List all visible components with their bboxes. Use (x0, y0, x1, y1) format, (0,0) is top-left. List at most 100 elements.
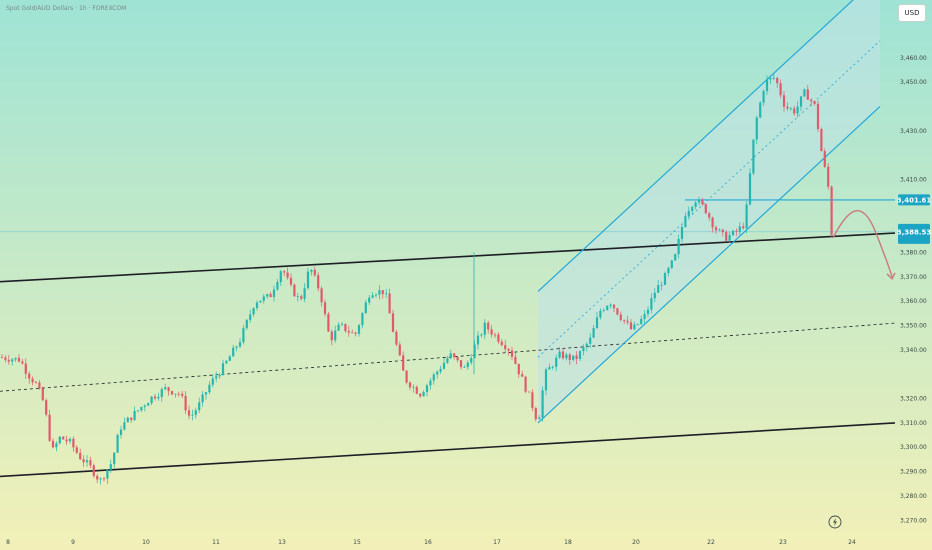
candle-139 (473, 340, 476, 359)
candle-6 (21, 358, 24, 365)
y-axis-tick-label: 3,350.00 (900, 323, 927, 330)
candle-131 (446, 355, 449, 365)
candle-191 (650, 293, 653, 314)
candle-183 (623, 319, 626, 325)
currency-button[interactable]: USD (898, 4, 926, 22)
candle-43 (147, 402, 150, 406)
candle-179 (609, 303, 612, 309)
x-axis-tick-label: 8 (6, 539, 10, 546)
candle-209 (711, 216, 714, 233)
x-axis-tick-label: 24 (848, 539, 856, 546)
channel-fill (538, 0, 880, 423)
candle-51 (174, 393, 177, 398)
candle-154 (524, 375, 527, 394)
candle-60 (204, 391, 208, 400)
trend-line-lower[interactable] (0, 422, 896, 478)
candle-155 (527, 391, 531, 393)
candle-223 (759, 101, 762, 119)
candle-45 (153, 394, 157, 401)
candle-243 (827, 163, 830, 190)
candle-178 (606, 305, 609, 311)
candle-219 (745, 200, 748, 234)
candle-83 (283, 270, 286, 276)
candle-211 (718, 228, 721, 232)
channel-upper-line[interactable] (537, 0, 880, 292)
candle-81 (276, 279, 279, 292)
candle-233 (793, 105, 796, 116)
candle-159 (541, 386, 544, 422)
candle-229 (779, 79, 782, 99)
candle-215 (731, 229, 735, 237)
y-axis-tick-label: 3,300.00 (900, 444, 927, 451)
candle-224 (762, 89, 765, 107)
candle-12 (41, 386, 44, 401)
candle-118 (402, 351, 405, 371)
candle-171 (582, 344, 585, 356)
candle-98 (334, 325, 337, 343)
candle-17 (58, 435, 61, 445)
x-axis-tick-label: 22 (707, 539, 715, 546)
candle-18 (62, 436, 65, 440)
candle-80 (272, 285, 276, 302)
candle-29 (99, 477, 102, 485)
candle-196 (667, 266, 670, 277)
candle-86 (293, 283, 296, 297)
candle-24 (82, 455, 85, 467)
candle-72 (245, 318, 248, 330)
candle-41 (140, 406, 143, 413)
trend-line-upper[interactable] (0, 232, 896, 283)
candle-32 (109, 459, 112, 473)
candle-85 (289, 273, 293, 287)
x-axis-tick-label: 9 (71, 539, 75, 546)
candle-107 (364, 299, 367, 314)
candle-46 (157, 392, 160, 401)
candle-149 (507, 347, 510, 356)
symbol-title: Spot Gold/AUD Dollars · 1h · FOREXCOM (6, 5, 127, 12)
candle-184 (626, 315, 629, 325)
candle-192 (653, 288, 656, 303)
candle-234 (796, 101, 799, 118)
candle-114 (388, 288, 391, 314)
candle-130 (442, 358, 446, 370)
candle-153 (521, 370, 524, 377)
candle-176 (599, 308, 602, 320)
channel-lower-line[interactable] (537, 106, 881, 424)
forecast-arrow[interactable] (832, 210, 893, 278)
candle-137 (466, 360, 469, 370)
candle-11 (38, 380, 41, 390)
candle-1 (4, 355, 7, 363)
candle-189 (643, 310, 646, 324)
candle-175 (595, 312, 599, 329)
x-axis-tick-label: 17 (493, 539, 501, 546)
candle-100 (340, 321, 344, 327)
lightning-icon[interactable] (828, 515, 842, 529)
candle-75 (255, 300, 259, 311)
candle-28 (96, 473, 99, 484)
candle-106 (361, 311, 364, 329)
candle-27 (92, 463, 95, 478)
x-axis-tick-label: 18 (564, 539, 572, 546)
candle-197 (670, 259, 673, 270)
candle-103 (351, 329, 354, 334)
candle-66 (225, 359, 228, 365)
candle-116 (395, 329, 398, 347)
x-axis-tick-label: 11 (212, 539, 220, 546)
y-axis-tick-label: 3,370.00 (900, 274, 927, 281)
candle-22 (75, 445, 78, 455)
candle-214 (728, 231, 731, 244)
candle-166 (565, 352, 568, 361)
candle-143 (487, 320, 490, 334)
candle-242 (823, 148, 826, 169)
candle-147 (500, 338, 503, 347)
x-axis-tick-label: 16 (424, 539, 432, 546)
candle-121 (412, 384, 415, 393)
x-axis-tick-label: 10 (142, 539, 150, 546)
candle-5 (17, 354, 21, 363)
candle-227 (772, 73, 775, 81)
candle-73 (249, 309, 252, 323)
candle-58 (198, 397, 201, 414)
candle-99 (337, 322, 340, 332)
x-axis-tick-label: 23 (779, 539, 787, 546)
